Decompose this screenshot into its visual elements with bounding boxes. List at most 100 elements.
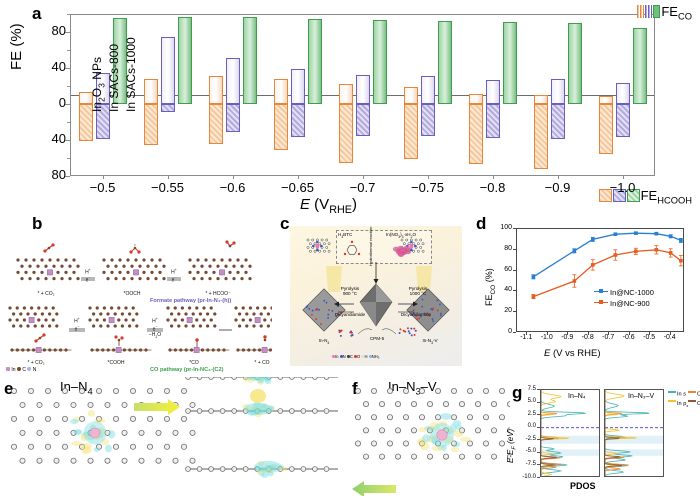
panel-a-bar-positive [161,37,175,105]
panel-a-y-tick-mark [65,104,70,105]
panel-g-y-tick: 0.0 [512,423,536,429]
panel-g-pdos-chart: g E-EF (eV) PDOS 7.5 5.0 2.5 0.0 -2.5 -5.0 -7.… [510,377,700,496]
panel-d-legend-item: In@NC-900 [594,299,650,308]
panel-a-y-tick-mark [65,68,70,69]
panel-a-bar-negative [339,104,353,163]
panel-a-bar-positive [243,17,257,104]
panel-d-y-tick-mark [513,311,516,312]
panel-a-x-axis-close: ) [352,196,357,213]
panel-d-x-tick-mark [588,332,589,335]
panel-a-x-tick: −0.9 [528,180,588,195]
panel-a-bar-negative [534,104,548,169]
panel-a-x-tick-mark [493,175,494,179]
panel-a-y-minor-tick [67,122,70,123]
panel-a-y-axis-label: FE (%) [8,23,25,70]
panel-d-line-chart: d FECO (%) E (V vs RHE) 100 80 60 40 20 0 -1.1… [468,212,700,377]
panel-g-legend-item: C pz [688,400,700,408]
panel-g-curves-2 [605,390,664,477]
panel-d-plot-area [516,228,684,332]
panel-a-y-tick: 40 [26,59,66,74]
legend-label-co: FE [661,4,678,19]
panel-a-x-tick: −1.0 [593,180,653,195]
panel-b-caption-top: * + CO₂ [22,291,70,297]
panel-e-charge-density-in-n4: e In–N4 [0,377,350,496]
panel-c-graphics [290,226,462,366]
panel-a-bar-negative [551,104,565,139]
panel-d-x-tick-mark [526,332,527,335]
panel-b-arrow-label-top: H+ e− [81,268,95,283]
panel-f-graphics [350,377,510,496]
panel-g-legend-item: In pz [668,400,688,408]
panel-a-bar-negative [161,104,175,112]
panel-c-left-product: In-N4 [306,338,342,345]
panel-g-y-tick: 7.5 [512,386,536,392]
panel-a-bar-positive [144,79,158,104]
panel-d-legend-swatch [594,291,608,293]
panel-b-arrow-label-bottom: H+ e− −H2O [146,317,164,339]
panel-g-legend-swatch [688,391,696,393]
panel-g-subplot-title: In–N₃–V [628,393,654,400]
panel-c-right-pyrolysis: Pyrolysis 1000 °C [396,286,440,296]
panel-a-y-minor-tick [67,158,70,159]
panel-d-y-tick: 40 [490,286,512,293]
panel-d-y-tick: 0 [490,328,512,335]
panel-a-x-axis-unit: (V [310,196,329,213]
panel-a-bar-positive [373,20,387,104]
panel-d-y-tick: 20 [490,307,512,314]
panel-b-co-pathway-label: CO pathway (pr-In-NC₃-(C2) [150,367,223,373]
panel-b-caption-bottom: *COOH [92,360,140,366]
panel-c-right-reagent: Dicyandiamide [390,312,442,317]
panel-g-y-tick-mark [537,414,540,415]
panel-a-y-tick: 80 [26,23,66,38]
panel-a-y-minor-tick [67,50,70,51]
panel-d-x-tick-mark [670,332,671,335]
panel-d-y-tick-mark [513,270,516,271]
panel-a-x-tick-mark [363,175,364,179]
panel-a-bar-positive [226,58,240,104]
panel-g-y-tick-mark [537,389,540,390]
panel-a-bar-positive [534,95,548,104]
panel-d-x-tick-mark [629,332,630,335]
panel-g-legend-swatch [688,400,696,402]
panel-g-y-tick-mark [537,402,540,403]
panel-d-y-tick: 100 [490,224,512,231]
panel-d-x-tick-mark [547,332,548,335]
panel-a-legend-co: FECO [637,4,692,22]
panel-c-left-reagent: Dicyandiamide [324,312,376,317]
panel-b-atom-key: In C N [6,367,36,373]
panel-g-y-tick: -2.5 [512,436,536,442]
panel-a-bar-positive [339,84,353,104]
panel-a-bar-positive [178,17,192,104]
panel-a-y-tick-mark [65,32,70,33]
legend-label-co-sub: CO [678,12,692,22]
panel-a-bar-positive [308,19,322,105]
panel-a-bar-negative [616,104,630,137]
panel-d-y-tick-mark [513,249,516,250]
panel-c-precursor-1: H3BTC [338,232,352,239]
panel-a-bar-negative [209,104,223,144]
panel-d-x-rest: (V vs RHE) [550,348,600,359]
panel-a-x-tick: −0.7 [333,180,393,195]
panel-g-y-tick: 5.0 [512,398,536,404]
panel-a-y-tick-mark [65,140,70,141]
panel-d-x-tick-mark [608,332,609,335]
panel-a-bar-negative [486,104,500,138]
panel-a-x-axis-symbol: E [300,196,310,213]
panel-g-y-tick: -7.5 [512,461,536,467]
panel-a-x-tick: −0.55 [138,180,198,195]
panel-a-bar-positive [469,94,483,104]
panel-a-bar-positive [551,79,565,104]
panel-a-y-tick: 40 [26,131,66,146]
panel-d-y-tick-mark [513,332,516,333]
panel-c-background: H3BTC In(NO3)3·xH2O Hydrothermal reaction P… [290,226,462,366]
panel-a-bar-negative [404,104,418,159]
panel-g-y-tick-mark [537,427,540,428]
panel-a-bar-positive [421,76,435,104]
panel-a-bar-negative [599,104,613,154]
panel-d-x-axis-label: E (V vs RHE) [544,348,600,359]
panel-a-bar-negative [469,104,483,164]
panel-g-legend-swatch [668,391,676,393]
panel-d-y-tick-mark [513,228,516,229]
panel-a-x-tick-mark [298,175,299,179]
panel-g-x-axis-label: PDOS [570,481,596,491]
